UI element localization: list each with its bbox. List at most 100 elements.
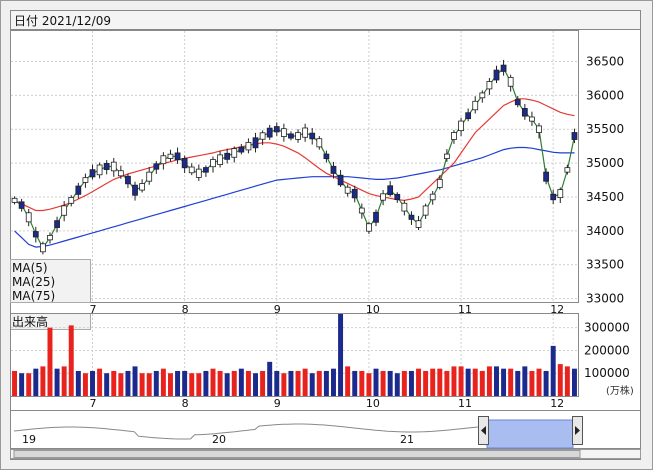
ma-line-ma75 — [14, 146, 575, 248]
volume-bar — [75, 370, 81, 396]
volume-bar — [224, 373, 230, 396]
volume-bar — [153, 370, 159, 396]
price-tick-label: 34000 — [586, 224, 624, 238]
candle-down — [330, 165, 337, 174]
volume-month-label: 8 — [182, 397, 189, 410]
candle-down — [323, 153, 330, 160]
volume-bar — [253, 373, 258, 396]
volume-bar — [550, 345, 556, 396]
candle-up — [536, 125, 542, 133]
volume-bar — [444, 370, 450, 396]
volume-bar — [26, 373, 32, 396]
navigator-selection[interactable] — [486, 419, 574, 449]
legend-ma75: MA(75) — [12, 289, 55, 303]
volume-bar — [501, 368, 507, 396]
volume-tick-label: 200000 — [584, 343, 630, 357]
volume-bar — [458, 366, 464, 396]
volume-bar — [380, 370, 386, 396]
volume-bar — [111, 370, 117, 396]
scrollbar-thumb[interactable] — [13, 450, 581, 458]
volume-bar — [139, 373, 145, 396]
volume-month-label: 9 — [274, 397, 281, 410]
volume-bar — [33, 368, 39, 396]
candle-up — [195, 168, 202, 178]
volume-bar — [146, 373, 152, 396]
candle-up — [344, 186, 351, 194]
date-header-box — [10, 10, 641, 30]
volume-bar — [267, 361, 273, 396]
candle-down — [351, 188, 358, 199]
candle-down — [32, 231, 39, 238]
volume-bar — [47, 327, 53, 396]
candle-down — [203, 167, 209, 173]
candle-up — [380, 193, 386, 201]
volume-bar — [245, 370, 251, 396]
volume-bar — [345, 366, 351, 396]
candle-up — [231, 148, 238, 158]
candle-up — [259, 132, 266, 140]
volume-month-label: 10 — [366, 397, 380, 410]
navigator-year-19: 19 — [22, 433, 36, 446]
volume-bar — [288, 370, 294, 396]
candle-down — [337, 174, 344, 186]
candle-down — [181, 158, 188, 169]
price-x-axis-labels: 7 8 9 10 11 12 — [90, 303, 565, 316]
volume-bar — [160, 368, 166, 396]
candle-up — [444, 153, 450, 160]
navigator-right-handle[interactable] — [572, 416, 583, 445]
volume-bar — [416, 368, 422, 396]
candle-up — [436, 178, 443, 188]
arrow-right-icon — [575, 426, 580, 435]
volume-bar — [465, 368, 471, 396]
volume-y-axis: 100000 200000 300000 — [584, 321, 630, 381]
volume-tick-label: 300000 — [584, 321, 630, 335]
volume-bar — [61, 366, 67, 396]
price-month-label: 8 — [182, 303, 189, 316]
candle-up — [61, 205, 68, 216]
candle-down — [273, 126, 280, 133]
navigator-year-20: 20 — [212, 433, 226, 446]
volume-bars — [12, 314, 577, 396]
candle-up — [110, 161, 117, 172]
price-plot-area — [10, 30, 579, 303]
candle-up — [96, 164, 103, 176]
candle-down — [543, 171, 549, 182]
volume-bar — [295, 370, 301, 396]
navigator-left-handle[interactable] — [478, 416, 489, 445]
volume-bar — [309, 373, 315, 396]
candle-down — [132, 184, 138, 196]
candle-down — [493, 69, 500, 81]
volume-month-label: 12 — [550, 397, 564, 410]
volume-bar — [104, 373, 110, 396]
candle-up — [160, 155, 167, 165]
volume-bar — [394, 373, 400, 396]
price-tick-label: 34500 — [586, 190, 624, 204]
candle-down — [54, 220, 60, 228]
price-tick-label: 33500 — [586, 258, 624, 272]
candle-down — [514, 99, 521, 106]
volume-bar — [189, 373, 195, 396]
volume-bar — [472, 368, 478, 396]
price-tick-label: 36500 — [586, 54, 624, 68]
candle-down — [75, 185, 82, 195]
candle-down — [238, 146, 245, 153]
candle-up — [117, 170, 124, 177]
volume-bar — [359, 370, 365, 396]
volume-bar — [557, 364, 563, 396]
legend-ma25: MA(25) — [12, 275, 55, 289]
candle-down — [571, 132, 578, 140]
volume-bar — [274, 370, 280, 396]
candle-down — [18, 201, 25, 209]
volume-bar — [118, 373, 124, 396]
volume-bar — [175, 370, 181, 396]
volume-bar — [238, 368, 244, 396]
volume-bar — [12, 370, 18, 396]
candle-up — [40, 243, 46, 253]
candle-up — [146, 171, 153, 182]
price-month-label: 9 — [274, 303, 281, 316]
candle-up — [210, 159, 216, 168]
volume-bar — [564, 366, 570, 396]
volume-bar — [522, 366, 528, 396]
candlesticks — [11, 59, 578, 255]
candle-up — [316, 138, 323, 148]
